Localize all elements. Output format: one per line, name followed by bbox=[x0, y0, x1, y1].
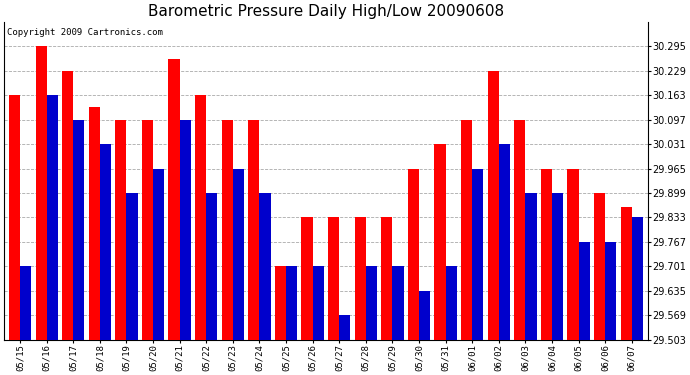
Bar bbox=[286, 266, 297, 340]
Bar bbox=[366, 266, 377, 340]
Bar bbox=[328, 217, 339, 340]
Bar bbox=[179, 120, 191, 340]
Bar bbox=[567, 168, 578, 340]
Bar bbox=[499, 144, 510, 340]
Bar bbox=[195, 95, 206, 340]
Text: Copyright 2009 Cartronics.com: Copyright 2009 Cartronics.com bbox=[8, 28, 164, 37]
Bar bbox=[488, 70, 499, 340]
Bar bbox=[206, 193, 217, 340]
Bar bbox=[446, 266, 457, 340]
Bar bbox=[259, 193, 270, 340]
Bar bbox=[233, 168, 244, 340]
Bar bbox=[115, 120, 126, 340]
Bar bbox=[73, 120, 84, 340]
Bar bbox=[142, 120, 153, 340]
Bar bbox=[36, 46, 47, 340]
Bar bbox=[153, 168, 164, 340]
Bar bbox=[525, 193, 537, 340]
Bar bbox=[355, 217, 366, 340]
Bar bbox=[382, 217, 393, 340]
Bar bbox=[408, 168, 419, 340]
Bar bbox=[393, 266, 404, 340]
Bar bbox=[89, 107, 100, 340]
Title: Barometric Pressure Daily High/Low 20090608: Barometric Pressure Daily High/Low 20090… bbox=[148, 4, 504, 19]
Bar bbox=[632, 217, 643, 340]
Bar bbox=[302, 217, 313, 340]
Bar bbox=[20, 266, 31, 340]
Bar bbox=[47, 95, 58, 340]
Bar bbox=[168, 59, 179, 340]
Bar bbox=[100, 144, 111, 340]
Bar bbox=[472, 168, 483, 340]
Bar bbox=[514, 120, 525, 340]
Bar bbox=[9, 95, 20, 340]
Bar bbox=[275, 266, 286, 340]
Bar bbox=[578, 242, 590, 340]
Bar bbox=[126, 193, 137, 340]
Bar bbox=[541, 168, 552, 340]
Bar bbox=[435, 144, 446, 340]
Bar bbox=[594, 193, 605, 340]
Bar bbox=[461, 120, 472, 340]
Bar bbox=[221, 120, 233, 340]
Bar bbox=[419, 291, 430, 340]
Bar bbox=[605, 242, 616, 340]
Bar bbox=[339, 315, 351, 340]
Bar bbox=[620, 207, 632, 340]
Bar bbox=[313, 266, 324, 340]
Bar bbox=[248, 120, 259, 340]
Bar bbox=[62, 70, 73, 340]
Bar bbox=[552, 193, 563, 340]
